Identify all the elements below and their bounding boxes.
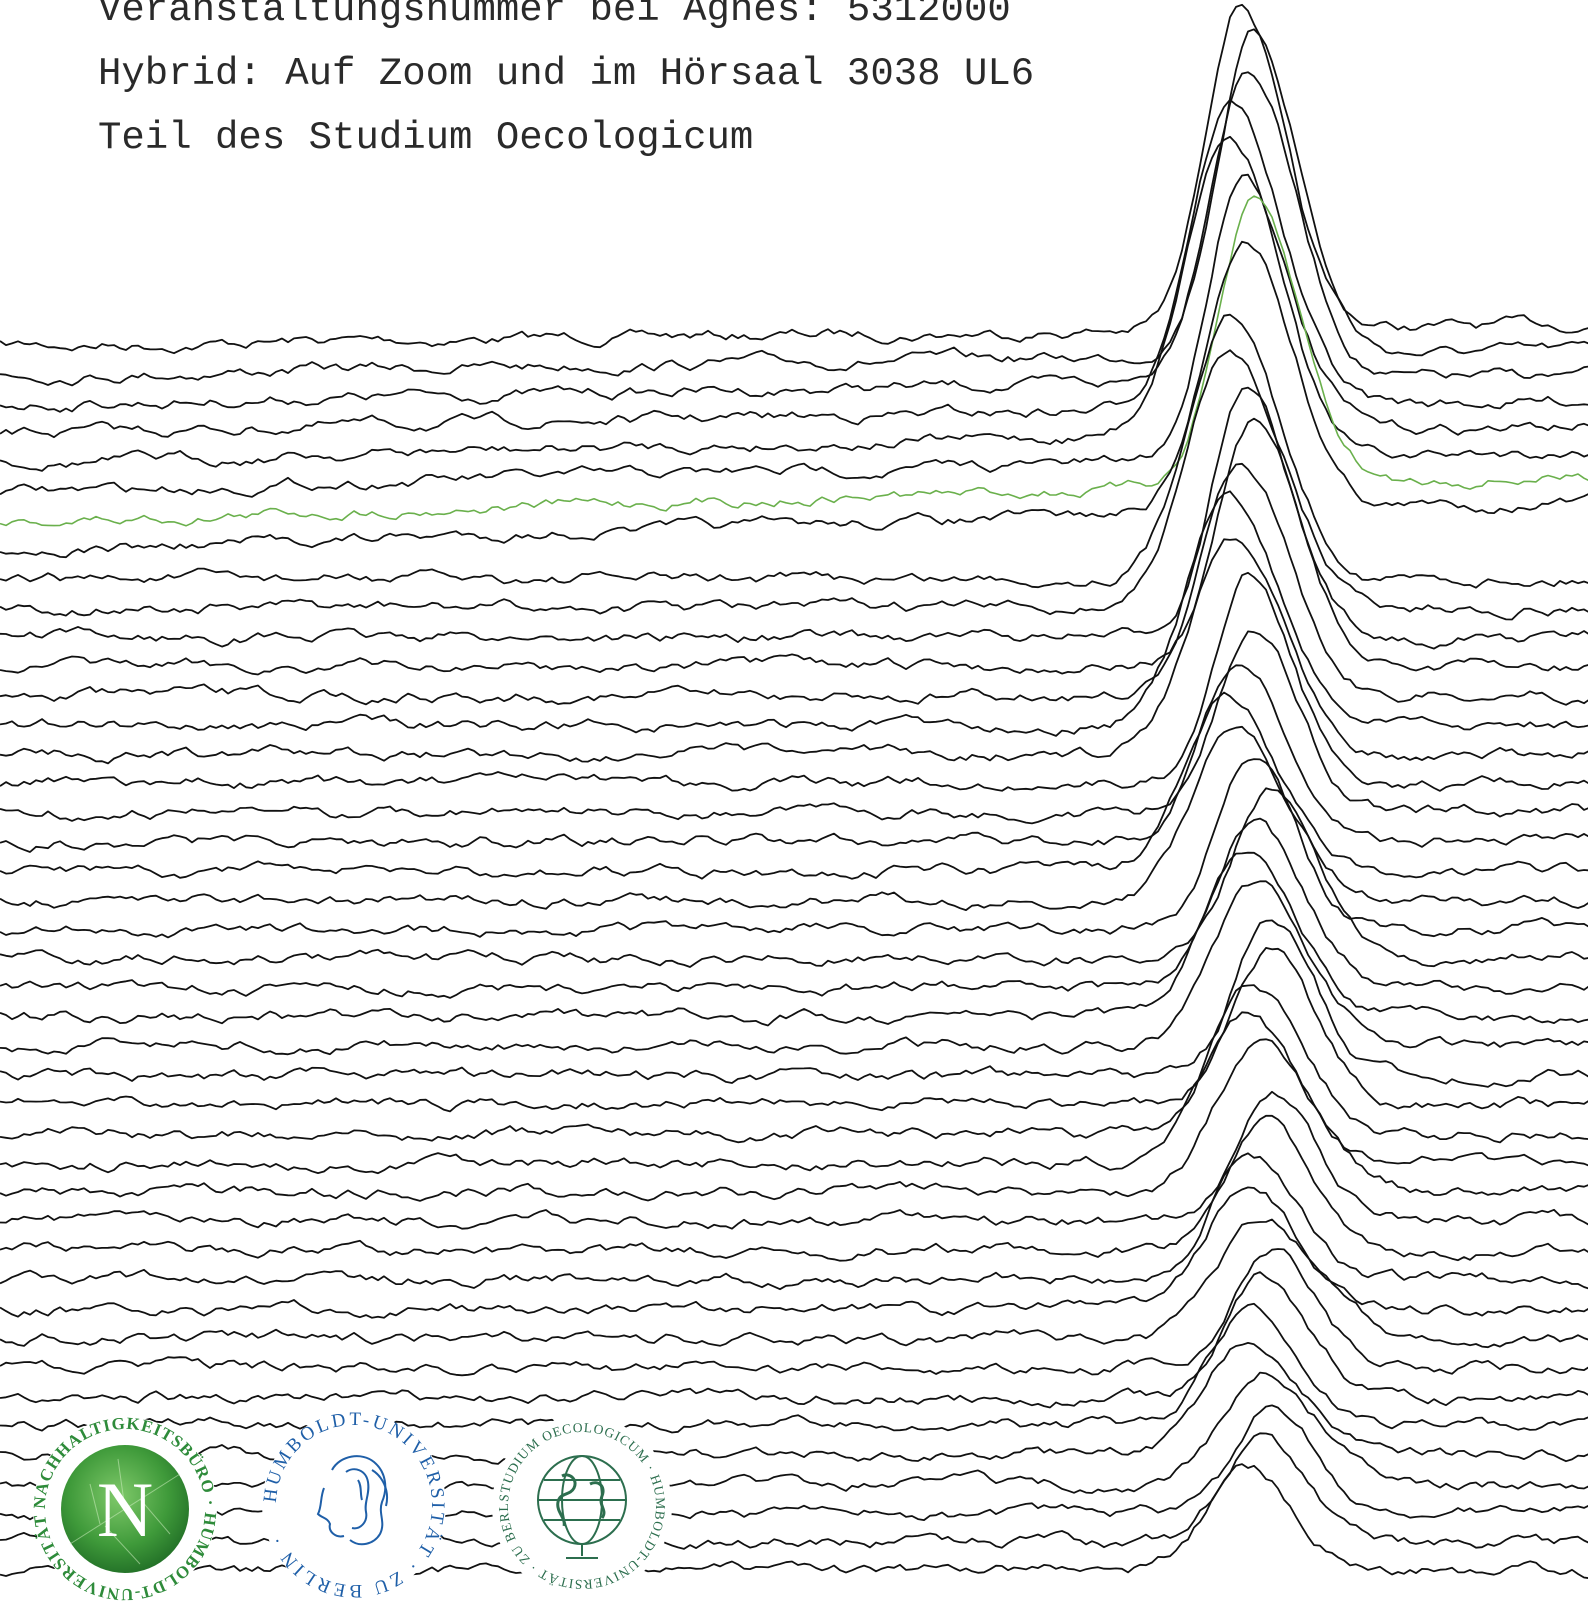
globe-icon	[537, 1455, 627, 1559]
wave-line	[0, 240, 1588, 559]
wave-line	[0, 1218, 1588, 1349]
wave-line	[0, 725, 1588, 911]
program-line: Teil des Studium Oecologicum	[98, 116, 754, 160]
wave-line	[0, 98, 1588, 439]
wave-line	[0, 349, 1588, 621]
logo-row: N NACHHALTIGKEITSBÜRO · HUMBOLDT-UNIVERS…	[30, 1410, 672, 1604]
wave-line	[0, 3, 1588, 355]
wave-line	[0, 386, 1588, 650]
wave-line	[0, 71, 1588, 413]
wave-line	[0, 691, 1588, 880]
wave-line	[0, 1302, 1588, 1437]
wave-line	[0, 851, 1588, 1027]
wave-line	[0, 1463, 1588, 1584]
header-text: Veranstaltungsnummer bei Agnes: 5312000 …	[98, 0, 1034, 170]
humboldt-universitaet-logo: HUMBOLDT-UNIVERSITÄT · ZU BERLIN ·	[262, 1410, 446, 1600]
wave-line	[0, 817, 1588, 999]
wave-line	[0, 1090, 1588, 1230]
wave-line	[0, 919, 1588, 1088]
wave-line	[0, 758, 1588, 939]
format-line: Hybrid: Auf Zoom und im Hörsaal 3038 UL6	[98, 52, 1035, 96]
wave-line	[0, 462, 1588, 706]
wave-line	[0, 947, 1588, 1113]
wave-line	[0, 571, 1588, 792]
wave-line	[0, 28, 1588, 387]
wave-line	[0, 1114, 1588, 1262]
wave-line	[0, 880, 1588, 1056]
wave-line	[0, 630, 1588, 825]
wave-line	[0, 1432, 1588, 1550]
course-number-line: Veranstaltungsnummer bei Agnes: 5312000	[98, 0, 1011, 32]
humboldt-brothers-seal-icon	[316, 1455, 388, 1546]
wave-line	[0, 1011, 1588, 1175]
letter-n: N	[97, 1466, 153, 1553]
wave-line	[0, 313, 1588, 589]
wave-line	[0, 984, 1588, 1144]
wave-line	[0, 1248, 1588, 1377]
wave-line	[0, 1038, 1588, 1202]
studium-oecologicum-logo: STUDIUM OECOLOGICUM · HUMBOLDT-UNIVERSIT…	[490, 1414, 672, 1596]
highlight-wave-line	[0, 195, 1588, 527]
wave-line	[0, 787, 1588, 968]
wave-line	[0, 1271, 1588, 1409]
wave-line	[0, 173, 1588, 498]
nachhaltigkeitsbuero-logo: N NACHHALTIGKEITSBÜRO · HUMBOLDT-UNIVERS…	[30, 1414, 219, 1604]
wave-line	[0, 135, 1588, 472]
wave-line	[0, 664, 1588, 853]
wave-line	[0, 417, 1588, 676]
wave-line	[0, 1152, 1588, 1291]
wave-line	[0, 490, 1588, 737]
wave-line	[0, 1342, 1588, 1466]
wave-line	[0, 538, 1588, 765]
